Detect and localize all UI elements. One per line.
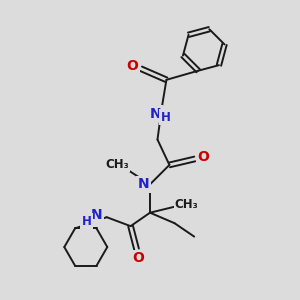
Text: N: N [91, 208, 103, 222]
Text: H: H [82, 214, 92, 228]
Text: O: O [127, 59, 139, 73]
Text: N: N [150, 106, 161, 121]
Text: CH₃: CH₃ [175, 198, 198, 211]
Text: H: H [160, 111, 170, 124]
Text: O: O [197, 150, 209, 164]
Text: CH₃: CH₃ [106, 158, 130, 171]
Text: O: O [133, 251, 145, 265]
Text: N: N [138, 177, 149, 191]
